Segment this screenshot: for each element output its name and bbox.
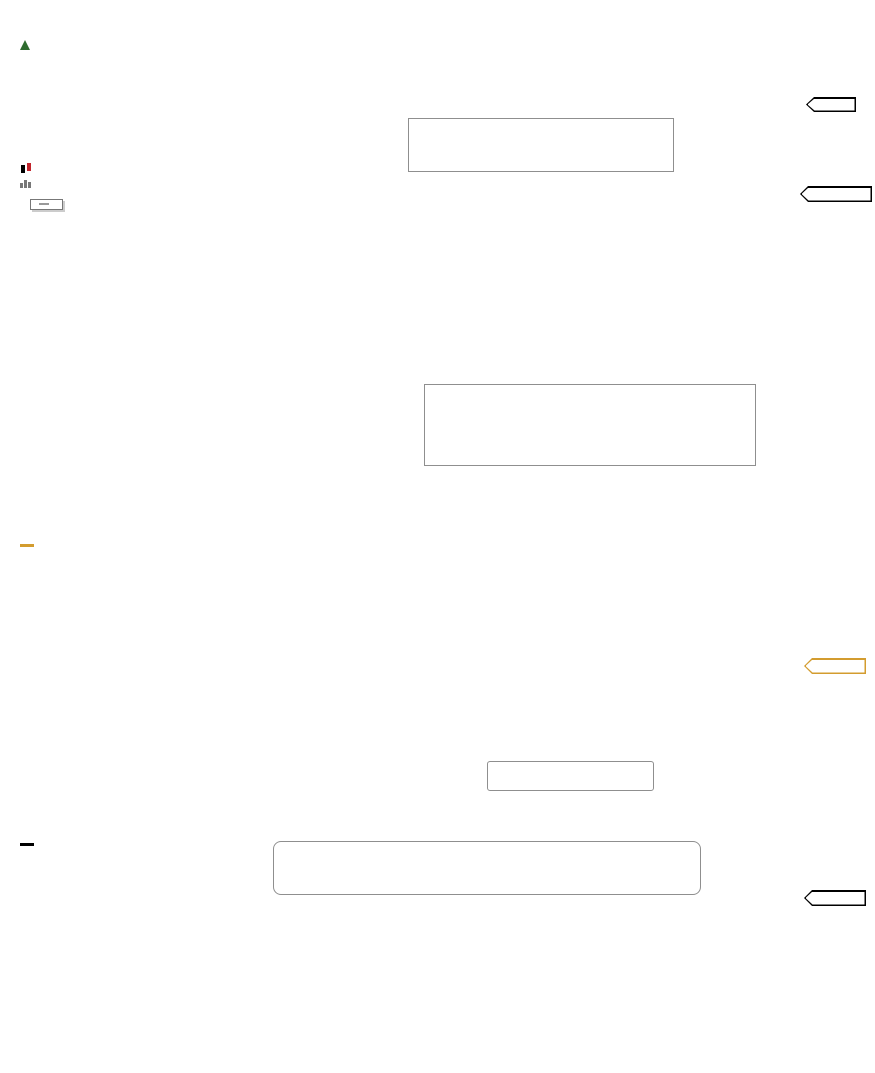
rsi-value-tag: [806, 97, 856, 112]
msworld-price-tag: [800, 186, 872, 202]
volume-icon: [20, 180, 31, 188]
annotation-fake-breakout: [487, 761, 654, 791]
usd-price: [805, 891, 865, 905]
rsi-legend: [20, 40, 35, 50]
annotation-breakout-invalidated: [408, 118, 674, 172]
gold-line-swatch-icon: [20, 544, 34, 547]
msworld-price: [801, 187, 871, 201]
annotation-usdx-sentiment: [273, 841, 701, 895]
candlestick-icon: [21, 163, 31, 173]
area-icon: [20, 40, 30, 50]
usd-price-tag: [804, 890, 866, 906]
xau-legend: [20, 544, 39, 547]
usd-legend: [20, 843, 39, 846]
main-legend: [20, 163, 37, 175]
volume-legend: [20, 178, 36, 188]
stockpriceforecast-logo[interactable]: [30, 199, 63, 210]
xau-price: [805, 659, 865, 673]
ohlc-row: [300, 20, 368, 35]
annotation-fake-miner-strength: [424, 384, 756, 466]
black-line-swatch-icon: [20, 843, 34, 846]
xau-price-tag: [804, 658, 866, 674]
rsi-value: [807, 98, 855, 111]
logo-stock-part: [39, 203, 49, 205]
